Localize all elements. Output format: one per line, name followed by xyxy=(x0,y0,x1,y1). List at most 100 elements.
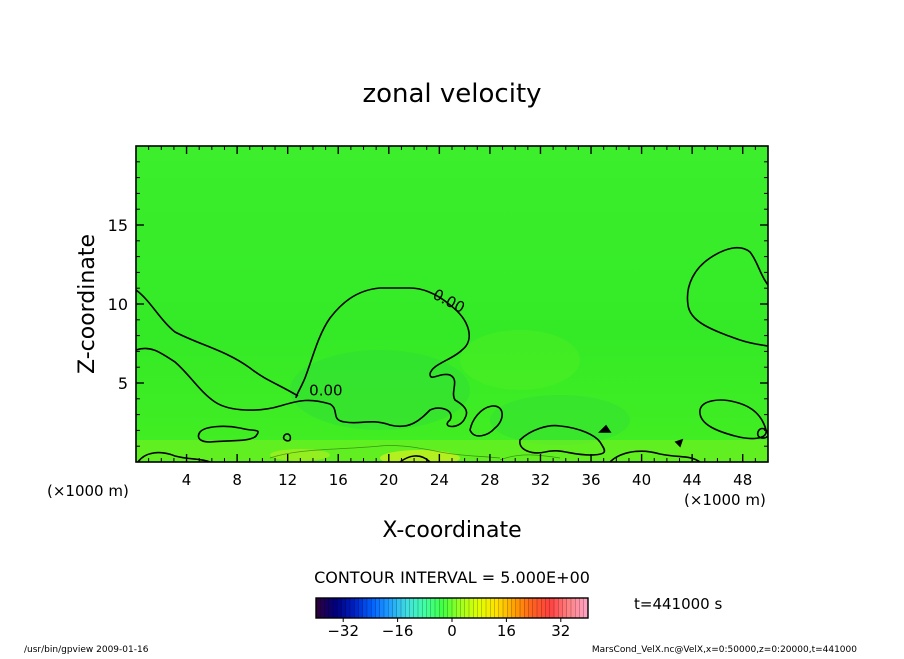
field-shade-patch xyxy=(270,449,330,461)
x-tick-label: 4 xyxy=(182,471,192,489)
colorbar-stripe xyxy=(498,598,504,618)
footer-left: /usr/bin/gpview 2009-01-16 xyxy=(24,645,149,654)
colorbar-stripe xyxy=(418,598,423,618)
colorbar-stripe xyxy=(443,598,449,618)
contour-line-minor xyxy=(269,445,501,459)
field-shade-patch xyxy=(460,330,580,390)
colorbar-stripe xyxy=(396,598,402,618)
x-tick-label: 20 xyxy=(379,471,398,489)
colorbar-stripe xyxy=(452,598,457,618)
colorbar-stripe xyxy=(537,598,542,618)
colorbar-stripe xyxy=(341,598,347,618)
colorbar-stripe xyxy=(320,598,325,618)
colorbar-stripe xyxy=(384,598,389,618)
colorbar-stripe xyxy=(477,598,483,618)
colorbar-stripe xyxy=(549,598,555,618)
colorbar-stripe xyxy=(571,598,576,618)
x-unit-label-right: (×1000 m) xyxy=(684,491,766,509)
colorbar-stripe xyxy=(401,598,406,618)
colorbar-stripe xyxy=(541,598,546,618)
contour-line-zero xyxy=(469,405,503,437)
colorbar-stripe xyxy=(554,598,559,618)
colorbar-stripe xyxy=(473,598,478,618)
colorbar-stripe xyxy=(520,598,525,618)
colorbar-stripe xyxy=(507,598,512,618)
y-tick-label: 5 xyxy=(118,374,128,393)
contour-line-zero xyxy=(674,438,684,448)
colorbar-stripe xyxy=(328,598,334,618)
colorbar-tick-label: 32 xyxy=(551,622,570,640)
colorbar-stripe xyxy=(413,598,419,618)
colorbar-ticks: −32 −16 0 16 32 xyxy=(327,618,570,640)
colorbar-stripe xyxy=(345,598,351,618)
contour-line-zero xyxy=(598,424,612,433)
colorbar-tick-label: −32 xyxy=(327,622,359,640)
colorbar-stripe xyxy=(486,598,491,618)
colorbar-stripe xyxy=(469,598,474,618)
colorbar-stripe xyxy=(503,598,508,618)
x-tick-label: 40 xyxy=(632,471,651,489)
colorbar-stripe xyxy=(464,598,470,618)
colorbar-stripe xyxy=(409,598,415,618)
colorbar-stripe xyxy=(511,598,517,618)
colorbar-stripe xyxy=(350,598,355,618)
colorbar-stripe xyxy=(333,598,338,618)
colorbar-tick-label: −16 xyxy=(382,622,414,640)
colorbar-stripe xyxy=(371,598,376,618)
colorbar-stripe xyxy=(405,598,410,618)
colorbar-stripe xyxy=(439,598,444,618)
colorbar-stripe xyxy=(528,598,534,618)
colorbar-stripe xyxy=(460,598,466,618)
footer-right: MarsCond_VelX.nc@VelX,x=0:50000,z=0:2000… xyxy=(592,645,857,654)
x-tick-label: 24 xyxy=(430,471,449,489)
x-tick-label: 48 xyxy=(733,471,752,489)
colorbar-stripe xyxy=(481,598,487,618)
colorbar-stripe xyxy=(367,598,372,618)
colorbar-stripe xyxy=(456,598,461,618)
colorbar-stripe xyxy=(524,598,529,618)
x-tick-label: 32 xyxy=(531,471,550,489)
x-tick-label: 12 xyxy=(278,471,297,489)
contour-line-zero xyxy=(519,424,606,456)
colorbar-stripe xyxy=(430,598,436,618)
chart-title: zonal velocity xyxy=(362,79,541,109)
colorbar-stripe xyxy=(375,598,381,618)
contour-label: 0.00 xyxy=(309,382,342,400)
colorbar-stripe xyxy=(388,598,393,618)
colorbar-stripe xyxy=(494,598,500,618)
colorbar-stripe xyxy=(579,598,585,618)
contour-line-zero xyxy=(609,450,701,462)
colorbar-stripe xyxy=(362,598,368,618)
y-tick-label: 10 xyxy=(108,295,128,314)
colorbar-stripe xyxy=(545,598,551,618)
contour-line-zero xyxy=(282,433,292,442)
colorbar-stripe xyxy=(324,598,330,618)
colorbar-stripe xyxy=(337,598,342,618)
y-axis-label: Z-coordinate xyxy=(75,234,100,374)
colorbar-stripe xyxy=(575,598,580,618)
plot-area xyxy=(136,146,768,462)
colorbar xyxy=(315,598,589,618)
colorbar-stripe xyxy=(566,598,572,618)
colorbar-stripe xyxy=(558,598,563,618)
colorbar-stripe xyxy=(392,598,398,618)
contour-line-zero xyxy=(756,427,768,439)
x-tick-label: 44 xyxy=(683,471,702,489)
colorbar-stripe xyxy=(379,598,385,618)
colorbar-stripe xyxy=(447,598,453,618)
x-tick-label: 36 xyxy=(581,471,600,489)
colorbar-stripe xyxy=(354,598,359,618)
contour-line-zero xyxy=(136,289,299,397)
colorbar-stripe xyxy=(490,598,495,618)
colorbar-stripe xyxy=(358,598,364,618)
time-label: t=441000 s xyxy=(634,595,722,613)
colorbar-tick-label: 16 xyxy=(497,622,516,640)
contour-interval-text: CONTOUR INTERVAL = 5.000E+00 xyxy=(314,568,590,587)
contour-line-zero xyxy=(137,451,211,462)
contour-line-zero xyxy=(399,455,431,462)
colorbar-tick-label: 0 xyxy=(447,622,457,640)
x-axis-label: X-coordinate xyxy=(382,518,521,543)
y-axis-ticks: 5 10 15 xyxy=(108,161,768,447)
